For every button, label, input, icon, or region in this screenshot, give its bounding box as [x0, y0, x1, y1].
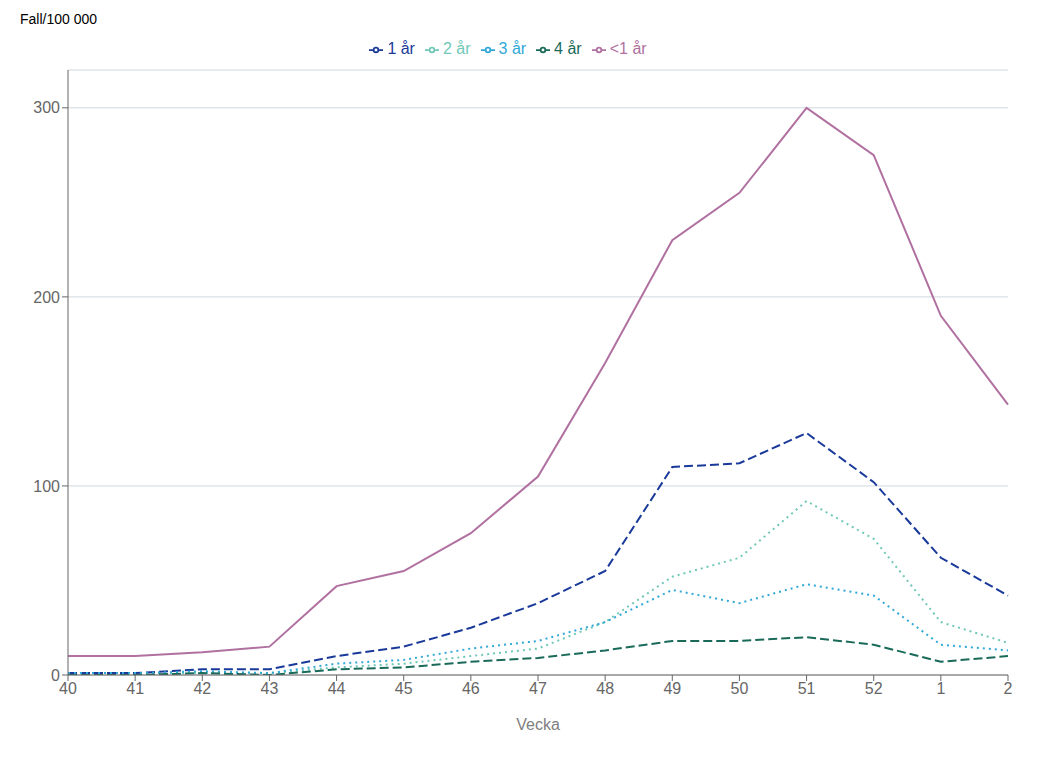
html-text:3 år: 3 år	[498, 40, 527, 57]
svg-text:43: 43	[261, 680, 279, 697]
svg-text:48: 48	[596, 680, 614, 697]
svg-text:200: 200	[33, 289, 60, 306]
html-text:Fall/100 000: Fall/100 000	[20, 11, 98, 27]
svg-text:49: 49	[663, 680, 681, 697]
svg-text:300: 300	[33, 99, 60, 116]
svg-text:41: 41	[126, 680, 144, 697]
svg-text:46: 46	[462, 680, 480, 697]
svg-text:50: 50	[731, 680, 749, 697]
svg-text:42: 42	[193, 680, 211, 697]
html-text:1 år: 1 år	[387, 40, 415, 57]
html-text:4 år: 4 år	[554, 40, 582, 57]
svg-text:44: 44	[328, 680, 346, 697]
svg-text:45: 45	[395, 680, 413, 697]
svg-text:51: 51	[798, 680, 816, 697]
svg-text:52: 52	[865, 680, 883, 697]
svg-text:47: 47	[529, 680, 547, 697]
svg-text:Vecka: Vecka	[516, 716, 560, 733]
svg-text:2: 2	[1004, 680, 1013, 697]
html-text:2 år: 2 år	[443, 40, 471, 57]
svg-text:40: 40	[59, 680, 77, 697]
svg-text:1: 1	[936, 680, 945, 697]
html-text:<1 år: <1 år	[609, 40, 647, 57]
svg-text:0: 0	[51, 667, 60, 684]
svg-text:100: 100	[33, 478, 60, 495]
